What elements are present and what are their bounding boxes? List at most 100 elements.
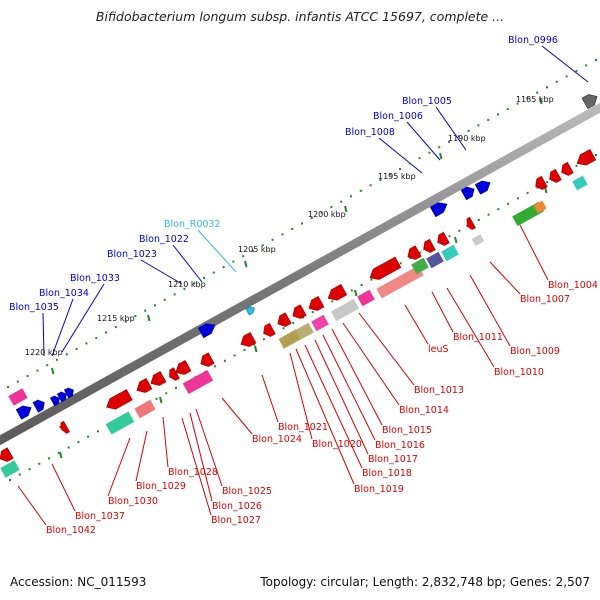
forward-gene-arrow[interactable]	[197, 323, 216, 339]
forward-gene-arrow[interactable]	[15, 405, 32, 420]
scale-dot-outer	[242, 255, 245, 258]
forward-gene-arrow[interactable]	[56, 391, 67, 403]
reverse-gene-arrow[interactable]	[437, 231, 450, 246]
reverse-gene-label[interactable]: Blon_1029	[136, 481, 186, 492]
reverse-gene-arrow[interactable]	[466, 220, 472, 230]
reverse-gene-label[interactable]: Blon_1028	[168, 467, 218, 478]
forward-gene-label[interactable]: Blon_0996	[508, 35, 558, 46]
gene-feature-box[interactable]	[533, 200, 547, 214]
gene-feature-box[interactable]	[296, 322, 314, 340]
forward-gene-label[interactable]: Blon_1023	[107, 249, 157, 260]
forward-label-leader	[51, 298, 74, 357]
reverse-gene-arrow[interactable]	[369, 256, 402, 280]
reverse-gene-arrow[interactable]	[292, 304, 307, 319]
gene-features[interactable]	[0, 94, 598, 478]
reverse-gene-arrow[interactable]	[576, 148, 597, 166]
forward-gene-label[interactable]: Blon_1005	[402, 96, 452, 107]
forward-gene-label[interactable]: Blon_1033	[70, 273, 120, 284]
reverse-gene-label[interactable]: Blon_1009	[510, 346, 560, 357]
reverse-gene-label[interactable]: Blon_1042	[46, 525, 96, 536]
reverse-gene-label[interactable]: Blon_1011	[453, 332, 503, 343]
reverse-gene-label[interactable]: Blon_1021	[278, 422, 328, 433]
reverse-gene-arrow[interactable]	[175, 359, 192, 375]
gene-feature-box[interactable]	[278, 329, 302, 349]
gene-feature-box[interactable]	[331, 298, 359, 322]
reverse-gene-label[interactable]: Blon_1030	[108, 496, 158, 507]
reverse-gene-label[interactable]: Blon_1004	[548, 280, 598, 291]
forward-gene-arrow[interactable]	[460, 186, 475, 201]
gene-feature-box[interactable]	[357, 289, 375, 307]
reverse-gene-label[interactable]: Blon_1025	[222, 486, 272, 497]
reverse-gene-arrow[interactable]	[240, 331, 257, 347]
scale-dot-outer	[438, 146, 441, 149]
reverse-gene-arrow[interactable]	[200, 352, 215, 367]
forward-gene-arrow[interactable]	[63, 387, 74, 399]
reverse-gene-arrow[interactable]	[169, 367, 180, 381]
reverse-gene-arrow[interactable]	[136, 377, 153, 393]
reverse-label-leader	[519, 224, 549, 281]
reverse-gene-arrow[interactable]	[0, 447, 14, 462]
gene-feature-box[interactable]	[311, 314, 329, 332]
rna-gene-arrow[interactable]	[245, 306, 255, 316]
gene-feature-box[interactable]	[572, 175, 588, 191]
reverse-gene-arrow[interactable]	[59, 422, 66, 432]
reverse-gene-arrow[interactable]	[263, 322, 276, 337]
scale-dot-inner	[370, 278, 373, 281]
reverse-gene-label[interactable]: Blon_1014	[399, 405, 449, 416]
reverse-gene-arrow[interactable]	[561, 161, 574, 176]
reverse-gene-label[interactable]: Blon_1020	[312, 439, 362, 450]
reverse-gene-label[interactable]: leuS	[428, 344, 449, 355]
gene-feature-box[interactable]	[134, 399, 156, 419]
reverse-gene-label[interactable]: Blon_1037	[75, 511, 125, 522]
forward-gene-arrow[interactable]	[474, 180, 491, 195]
reverse-gene-label[interactable]: Blon_1024	[252, 434, 302, 445]
reverse-gene-arrow[interactable]	[327, 283, 348, 301]
scale-dot-outer	[350, 195, 352, 198]
gene-feature-box[interactable]	[441, 244, 459, 262]
reverse-gene-label[interactable]: Blon_1010	[494, 367, 544, 378]
gene-feature-box[interactable]	[0, 460, 20, 478]
reverse-gene-label[interactable]: Blon_1015	[382, 425, 432, 436]
forward-gene-label[interactable]: Blon_1008	[345, 127, 395, 138]
forward-gene-label[interactable]: Blon_1035	[9, 302, 59, 313]
reverse-gene-arrow[interactable]	[150, 370, 167, 386]
label-leader-lines	[17, 45, 589, 526]
forward-gene-arrow[interactable]	[49, 395, 60, 407]
reverse-label-leader	[295, 348, 355, 485]
gene-feature-box[interactable]	[411, 257, 429, 275]
reverse-label-leader	[162, 416, 169, 468]
reverse-gene-label[interactable]: Blon_1018	[362, 468, 412, 479]
forward-gene-arrow[interactable]	[32, 399, 45, 413]
reverse-gene-arrow[interactable]	[535, 175, 548, 190]
gene-feature-box[interactable]	[376, 265, 424, 299]
forward-gene-label[interactable]: Blon_R0032	[164, 219, 221, 230]
gene-labels[interactable]: Blon_0996 Blon_1005 Blon_1006 Blon_1008 Blon…	[9, 35, 598, 536]
forward-gene-label[interactable]: Blon_1006	[373, 111, 423, 122]
scale-dot-outer	[222, 266, 225, 269]
gene-feature-box[interactable]	[105, 411, 135, 435]
reverse-gene-label[interactable]: Blon_1017	[368, 454, 418, 465]
reverse-gene-label[interactable]: Blon_1026	[212, 501, 262, 512]
scale-dot-inner	[507, 202, 510, 205]
reverse-gene-label[interactable]: Blon_1019	[354, 484, 404, 495]
reverse-gene-label[interactable]: Blon_1016	[375, 440, 425, 451]
reverse-gene-arrow[interactable]	[277, 312, 292, 327]
forward-gene-label[interactable]: Blon_1034	[39, 288, 89, 299]
forward-gene-label[interactable]: Blon_1022	[139, 234, 189, 245]
gene-feature-box[interactable]	[182, 370, 214, 394]
reverse-gene-arrow[interactable]	[549, 168, 562, 183]
reverse-gene-label[interactable]: Blon_1013	[414, 385, 464, 396]
reverse-gene-label[interactable]: Blon_1007	[520, 294, 570, 305]
gene-feature-box[interactable]	[471, 234, 485, 246]
forward-gene-arrow[interactable]	[581, 94, 598, 110]
reverse-gene-arrow[interactable]	[423, 238, 436, 253]
reverse-gene-arrow[interactable]	[308, 295, 325, 311]
forward-gene-arrow[interactable]	[429, 202, 448, 218]
reverse-gene-arrow[interactable]	[407, 245, 422, 260]
reverse-gene-arrow[interactable]	[106, 389, 133, 410]
scale-dot-outer	[595, 59, 597, 61]
gene-feature-box[interactable]	[426, 251, 444, 269]
reverse-gene-label[interactable]: Blon_1027	[211, 515, 261, 526]
gene-feature-box[interactable]	[8, 388, 28, 406]
